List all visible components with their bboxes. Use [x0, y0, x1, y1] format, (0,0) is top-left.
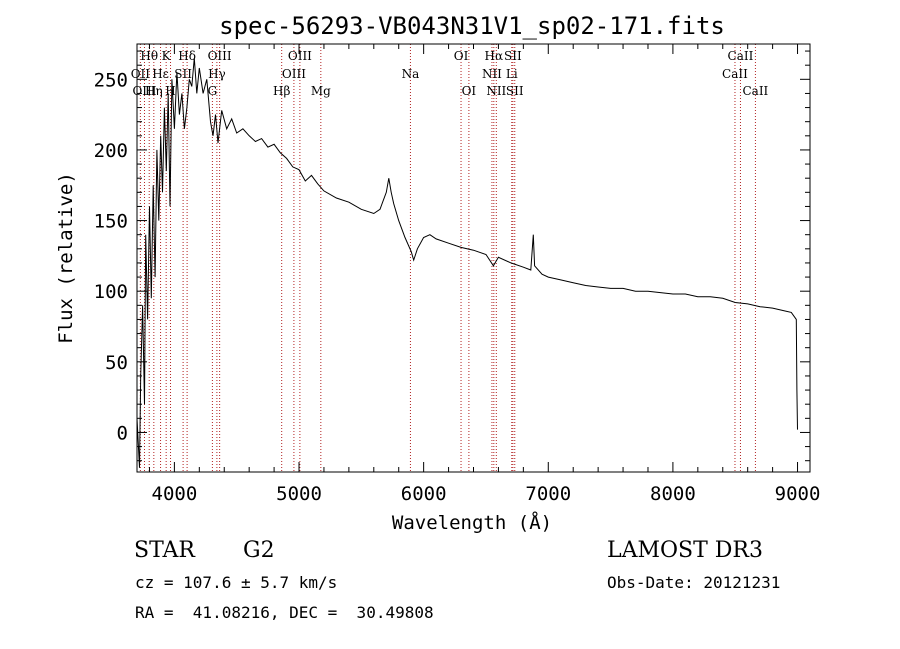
- x-tick-label: 5000: [276, 483, 322, 505]
- redshift-info: cz = 107.6 ± 5.7 km/s: [135, 573, 338, 592]
- x-tick-label: 6000: [401, 483, 447, 505]
- x-tick-label: 9000: [775, 483, 821, 505]
- spectrum-line: [136, 58, 798, 468]
- y-tick-label: 150: [94, 211, 128, 233]
- observation-date: Obs-Date: 20121231: [607, 573, 781, 592]
- line-label: Na: [402, 67, 420, 81]
- object-subclass: G2: [243, 538, 275, 563]
- axis-ticks: 4000 5000 6000 7000 8000 9000 0 50 100 150 200 250: [94, 44, 821, 505]
- y-tick-label: 100: [94, 281, 128, 303]
- line-label: OI: [454, 49, 469, 63]
- survey-name: LAMOST DR3: [607, 538, 763, 563]
- line-label: SII: [506, 84, 524, 98]
- emission-line-markers: [139, 44, 756, 472]
- coordinates-info: RA = 41.08216, DEC = 30.49808: [135, 603, 434, 622]
- line-label: SII: [174, 67, 192, 81]
- line-label: SII: [504, 49, 522, 63]
- line-label: Hη: [145, 84, 163, 98]
- object-class: STAR: [134, 538, 195, 563]
- y-tick-label: 200: [94, 140, 128, 162]
- line-label: Li: [506, 67, 518, 81]
- line-label: Hγ: [208, 67, 226, 81]
- line-label: OI: [462, 84, 477, 98]
- line-label: Hδ: [178, 49, 196, 63]
- line-label: NII: [482, 67, 502, 81]
- line-label: K: [162, 49, 172, 63]
- x-tick-label: 8000: [650, 483, 696, 505]
- x-tick-label: 4000: [152, 483, 198, 505]
- line-label: CaII: [722, 67, 748, 81]
- line-label: OIII: [282, 67, 306, 81]
- y-tick-label: 0: [117, 422, 128, 444]
- line-label: OII: [131, 67, 151, 81]
- line-label: Hθ: [140, 49, 158, 63]
- line-label: G: [208, 84, 218, 98]
- line-label: OIII: [208, 49, 232, 63]
- x-tick-label: 7000: [525, 483, 571, 505]
- y-axis-label: Flux (relative): [55, 172, 77, 344]
- line-label: NII: [486, 84, 506, 98]
- plot-frame: [136, 43, 811, 473]
- line-labels: HθOIIOIIIHηHεKHSIIHδGHγOIIIHβOIIIOIIIMgN…: [131, 49, 769, 98]
- line-label: OIII: [132, 84, 156, 98]
- line-label: CaII: [742, 84, 768, 98]
- line-label: H: [165, 84, 175, 98]
- line-label: CaII: [728, 49, 754, 63]
- line-label: Hβ: [273, 84, 290, 98]
- line-label: Hε: [152, 67, 169, 81]
- y-tick-label: 250: [94, 69, 128, 91]
- line-label: Hα: [485, 49, 504, 63]
- chart-title: spec-56293-VB043N31V1_sp02-171.fits: [219, 12, 725, 40]
- line-label: Mg: [311, 84, 331, 98]
- x-axis-label: Wavelength (Å): [392, 511, 552, 534]
- y-tick-label: 50: [105, 352, 128, 374]
- line-label: OIII: [288, 49, 312, 63]
